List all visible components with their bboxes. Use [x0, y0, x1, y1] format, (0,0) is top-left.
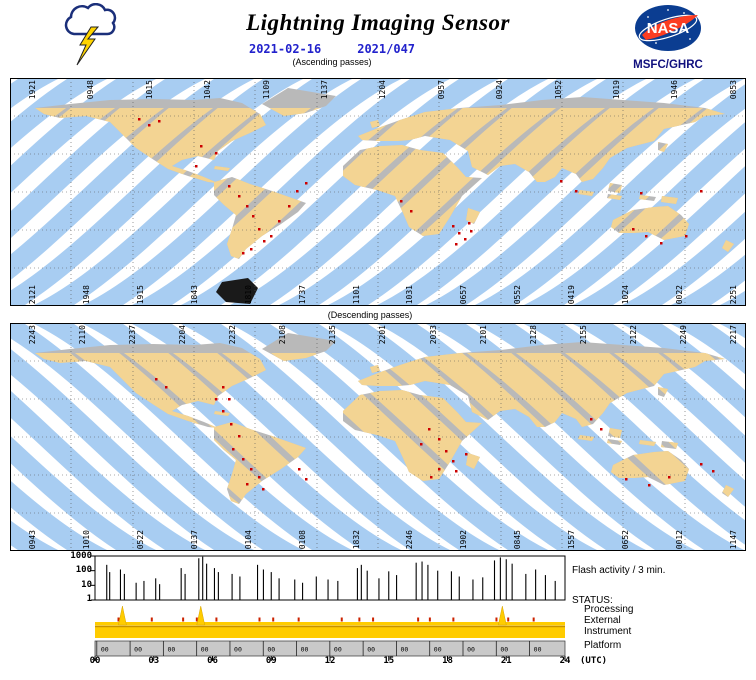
cloud-shape: [64, 3, 117, 36]
x-axis-tick: 21: [500, 656, 512, 666]
svg-text:00: 00: [201, 646, 209, 654]
ascending-map-canvas: [0, 42, 756, 342]
x-axis-tick: 18: [442, 656, 453, 666]
x-axis-tick: 15: [383, 656, 395, 666]
date-row: 2021-02-16 2021/047: [0, 42, 710, 56]
descending-map: 2243 2110 2237 2204 2232 2108 2135 2201 2033 2101…: [0, 287, 756, 587]
x-axis-tick: 12: [324, 656, 336, 666]
x-axis-tick: 24: [559, 656, 571, 666]
x-axis-tick: 06: [207, 656, 218, 666]
svg-text:00: 00: [500, 646, 508, 654]
nasa-logo-text: NASA: [647, 20, 690, 37]
flash-activity-chart-canvas: 00 00 00 00 00 00 00 00 00 00 00 00 00 00: [91, 555, 566, 661]
date-doy: 2021/047: [357, 42, 416, 56]
orbit-ellipse: [638, 14, 698, 42]
svg-text:00: 00: [101, 646, 109, 654]
x-axis-ticks: 00 03 06 09 12 15 18 21 24: [85, 656, 575, 666]
x-axis-tick: 03: [148, 656, 160, 666]
descending-passes-label: (Descending passes): [327, 310, 413, 320]
y-axis-tick-1000: 1000: [70, 551, 92, 561]
ascending-passes-label: (Ascending passes): [292, 57, 372, 67]
status-row-label-processing: Processing: [584, 604, 634, 615]
lightning-bolt: [76, 26, 100, 66]
status-row-label-platform: Platform: [584, 640, 622, 651]
svg-text:00: 00: [167, 646, 175, 654]
nasa-logo-block: NASA MSFC/GHRC: [622, 3, 714, 71]
status-row-label-instrument: Instrument: [584, 626, 632, 637]
x-axis-tick: 00: [89, 656, 101, 666]
y-axis-tick-10: 10: [81, 580, 92, 590]
svg-text:00: 00: [434, 646, 442, 654]
date-iso: 2021-02-16: [248, 42, 322, 56]
descending-map-canvas: [0, 287, 756, 587]
page-title: Lightning Imaging Sensor: [246, 10, 510, 35]
svg-text:00: 00: [534, 646, 542, 654]
flash-activity-title: Flash activity / 3 min.: [572, 565, 666, 576]
msfc-ghrc-label: MSFC/GHRC: [633, 59, 703, 71]
svg-text:00: 00: [467, 646, 475, 654]
ascending-map: 1921 0948 1015 1042 1109 1137 1204 0957 0924 1052…: [0, 42, 756, 342]
svg-text:00: 00: [134, 646, 142, 654]
y-axis-tick-100: 100: [75, 565, 92, 575]
nasa-logo: NASA: [635, 5, 701, 51]
red-swoosh: [642, 15, 698, 40]
status-row-label-external: External: [584, 615, 621, 626]
svg-text:00: 00: [367, 646, 375, 654]
y-axis-tick-1: 1: [86, 594, 92, 604]
svg-text:00: 00: [301, 646, 309, 654]
svg-text:00: 00: [334, 646, 342, 654]
utc-label: (UTC): [580, 656, 608, 666]
status-heading: STATUS:: [572, 595, 613, 606]
x-axis-tick: 09: [265, 656, 277, 666]
svg-text:00: 00: [401, 646, 409, 654]
storm-cloud-lightning-icon: [64, 3, 117, 66]
svg-text:00: 00: [267, 646, 275, 654]
svg-text:00: 00: [234, 646, 242, 654]
